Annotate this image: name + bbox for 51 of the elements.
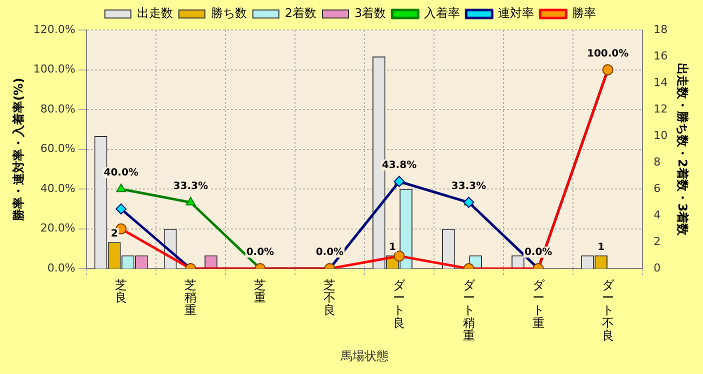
data-label: 40.0% bbox=[104, 168, 138, 179]
y2-tick-label: 14 bbox=[654, 76, 668, 89]
y2-tick-label: 12 bbox=[654, 102, 668, 116]
x-tick-label: ダート重 bbox=[532, 278, 546, 330]
point bbox=[394, 176, 405, 188]
point bbox=[463, 196, 474, 208]
x-tick-label: ダート不良 bbox=[602, 278, 615, 342]
data-label: 0.0% bbox=[246, 247, 274, 258]
data-label: 0.0% bbox=[316, 247, 344, 258]
y-axis-title: 勝率・連対率・入着率(%) bbox=[11, 78, 26, 222]
legend-label: 勝率 bbox=[572, 6, 596, 20]
data-label: 100.0% bbox=[587, 48, 629, 60]
legend-label: 出走数 bbox=[136, 6, 173, 20]
y2-tick-label: 16 bbox=[654, 49, 668, 62]
y2-axis-title: 出走数・勝ち数・2着数・3着数 bbox=[676, 62, 690, 237]
y-tick-label: 100.0% bbox=[33, 62, 76, 76]
legend-label: 2着数 bbox=[284, 6, 317, 20]
y-tick-label: 20.0% bbox=[40, 222, 76, 235]
point bbox=[116, 184, 126, 192]
data-label: 33.3% bbox=[173, 180, 208, 192]
y2-tick-label: 8 bbox=[654, 155, 661, 168]
data-label: 43.8% bbox=[382, 160, 417, 172]
x-tick-label: 芝良 bbox=[115, 278, 128, 305]
y2-tick-label: 2 bbox=[654, 234, 661, 248]
data-label: 2 bbox=[110, 228, 118, 240]
data-label: 33.3% bbox=[451, 180, 486, 192]
y2-tick-label: 10 bbox=[654, 128, 668, 142]
y2-tick-label: 0 bbox=[654, 261, 661, 274]
point bbox=[186, 196, 196, 206]
x-tick-label: 芝重 bbox=[254, 278, 266, 305]
x-axis-title: 馬場状態 bbox=[339, 348, 388, 363]
legend-label: 勝ち数 bbox=[210, 6, 247, 20]
legend-label: 入着率 bbox=[424, 6, 460, 20]
legend-label: 連対率 bbox=[498, 6, 534, 20]
y2-tick-label: 4 bbox=[654, 208, 661, 222]
x-tick-label: 芝不良 bbox=[324, 278, 336, 318]
y-tick-label: 120.0% bbox=[33, 22, 76, 36]
data-label: 1 bbox=[598, 242, 605, 253]
x-tick-label: ダート稍重 bbox=[462, 278, 476, 342]
y-tick-label: 80.0% bbox=[40, 102, 76, 116]
y-tick-label: 0.0% bbox=[47, 261, 76, 274]
y2-tick-label: 6 bbox=[654, 182, 661, 195]
y-tick-label: 60.0% bbox=[40, 142, 76, 156]
x-tick-label: 芝稍重 bbox=[184, 278, 197, 318]
data-label: 0.0% bbox=[524, 247, 552, 258]
data-label: 1 bbox=[388, 242, 396, 253]
y-tick-label: 40.0% bbox=[40, 182, 76, 195]
legend-label: 3着数 bbox=[354, 6, 386, 20]
x-tick-label: ダート良 bbox=[393, 278, 406, 330]
y2-tick-label: 18 bbox=[654, 22, 668, 36]
point bbox=[116, 203, 127, 214]
